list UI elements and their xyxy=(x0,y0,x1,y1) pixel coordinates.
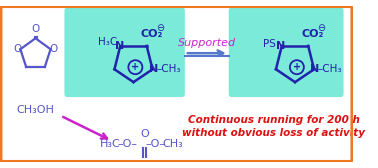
Text: Continuous running for 200 h: Continuous running for 200 h xyxy=(187,115,359,125)
Text: N: N xyxy=(276,41,285,51)
Text: +: + xyxy=(131,62,139,72)
Text: –CH₃: –CH₃ xyxy=(318,64,342,74)
Text: O: O xyxy=(140,129,149,139)
Text: –CH₃: –CH₃ xyxy=(156,64,181,74)
Text: –O–: –O– xyxy=(146,139,166,149)
Text: N: N xyxy=(310,64,320,74)
FancyBboxPatch shape xyxy=(64,7,185,97)
Text: O: O xyxy=(49,44,57,54)
Text: ⊖: ⊖ xyxy=(156,23,164,33)
Text: O: O xyxy=(31,24,40,34)
Text: CH₃: CH₃ xyxy=(162,139,183,149)
Text: Supported: Supported xyxy=(178,38,236,48)
Text: CO₂: CO₂ xyxy=(302,29,324,39)
Text: O: O xyxy=(14,44,22,54)
Text: –O–: –O– xyxy=(117,139,137,149)
Text: PS: PS xyxy=(263,39,276,49)
Text: CH₃OH: CH₃OH xyxy=(17,105,54,115)
FancyBboxPatch shape xyxy=(229,7,344,97)
Text: H₃C: H₃C xyxy=(98,37,117,47)
Text: without obvious loss of activity: without obvious loss of activity xyxy=(182,128,365,138)
Text: N: N xyxy=(149,64,158,74)
Text: CO₂: CO₂ xyxy=(140,29,163,39)
Text: ⊖: ⊖ xyxy=(317,23,325,33)
Text: +: + xyxy=(293,62,301,72)
Text: H₃C: H₃C xyxy=(100,139,121,149)
Text: N: N xyxy=(115,41,124,51)
